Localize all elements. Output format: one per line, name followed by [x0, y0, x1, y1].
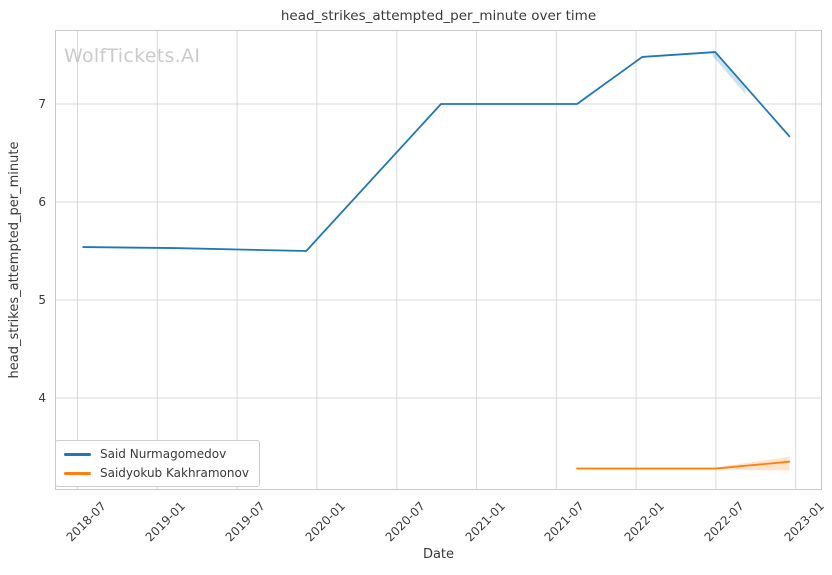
legend: Said Nurmagomedov Saidyokub Kakhramonov [55, 440, 260, 487]
confidence-band-1 [715, 456, 790, 471]
chart-title: head_strikes_attempted_per_minute over t… [280, 8, 597, 24]
legend-item-saidyokub-kakhramonov: Saidyokub Kakhramonov [64, 466, 249, 480]
confidence-band-0 [712, 49, 746, 95]
y-tick-label: 4 [38, 391, 46, 405]
legend-line-swatch-icon [64, 452, 91, 456]
series-line-0 [82, 51, 791, 252]
y-tick-label: 7 [38, 97, 46, 111]
y-axis-label: head_strikes_attempted_per_minute [7, 141, 22, 379]
watermark: WolfTickets.AI [64, 45, 201, 67]
series-line-1 [576, 460, 791, 470]
plot-border [55, 30, 822, 490]
legend-line-swatch-icon [64, 471, 91, 475]
x-axis-label: Date [422, 547, 455, 562]
legend-label: Saidyokub Kakhramonov [100, 466, 249, 480]
legend-item-said-nurmagomedov: Said Nurmagomedov [64, 447, 249, 461]
y-tick-label: 5 [38, 293, 46, 307]
y-tick-label: 6 [38, 195, 46, 209]
legend-label: Said Nurmagomedov [100, 447, 227, 461]
